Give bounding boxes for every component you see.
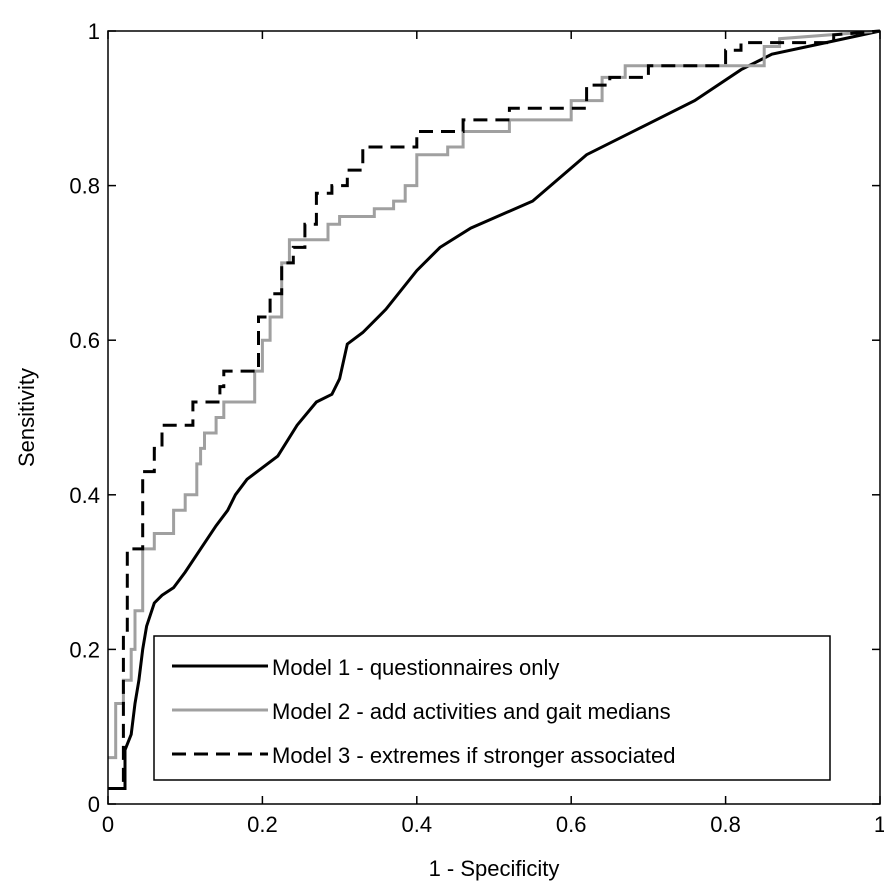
- legend-label-model-1: Model 1 - questionnaires only: [272, 655, 559, 680]
- series-layer: [108, 29, 881, 790]
- x-tick-label: 0.6: [556, 812, 587, 837]
- x-tick-label: 0.8: [710, 812, 741, 837]
- plot-area-frame: [107, 30, 881, 805]
- x-tick-label: 1: [874, 812, 884, 837]
- legend: Model 1 - questionnaires only Model 2 - …: [153, 635, 831, 781]
- y-tick-label: 0: [88, 792, 100, 817]
- legend-label-model-3: Model 3 - extremes if stronger associate…: [272, 743, 676, 768]
- y-tick-label: 0.4: [69, 483, 100, 508]
- x-tick-label: 0: [102, 812, 114, 837]
- y-axis-label: Sensitivity: [14, 368, 39, 467]
- legend-box: [153, 635, 831, 781]
- y-tick-label: 0.8: [69, 174, 100, 199]
- ticks-layer: 0 0.2 0.4 0.6 0.8 1 0 0.2 0.4 0.6 0.8 1: [69, 19, 884, 837]
- legend-label-model-2: Model 2 - add activities and gait median…: [272, 699, 671, 724]
- x-axis-label: 1 - Specificity: [429, 856, 560, 881]
- series-line-model-1: [108, 29, 881, 790]
- y-tick-label: 0.6: [69, 328, 100, 353]
- x-tick-label: 0.4: [402, 812, 433, 837]
- x-tick-label: 0.2: [247, 812, 278, 837]
- y-tick-label: 1: [88, 19, 100, 44]
- series-line-model-3: [108, 29, 881, 790]
- y-tick-label: 0.2: [69, 637, 100, 662]
- series-line-model-2: [108, 29, 881, 760]
